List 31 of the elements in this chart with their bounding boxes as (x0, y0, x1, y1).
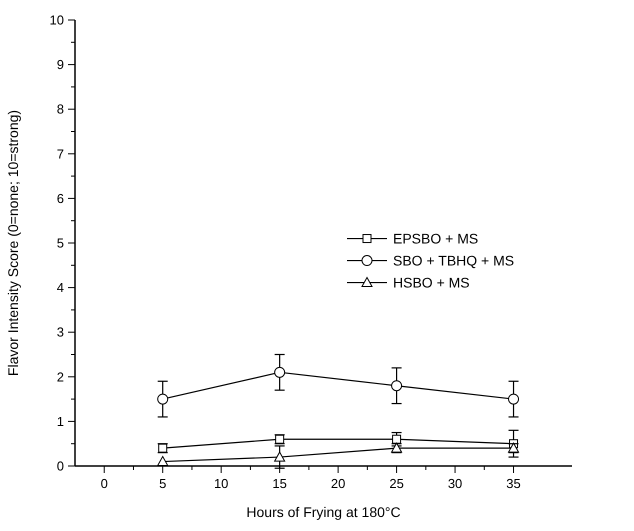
y-axis-title: Flavor Intensity Score (0=none; 10=strong) (5, 110, 21, 376)
y-tick-label: 2 (56, 369, 64, 384)
y-tick-label: 3 (56, 324, 64, 340)
x-tick-label: 30 (448, 476, 462, 491)
legend-label: SBO + TBHQ + MS (393, 252, 514, 269)
point (274, 452, 286, 462)
x-tick-label: 15 (272, 476, 287, 491)
x-tick-label: 0 (100, 476, 108, 491)
x-tick-label: 5 (159, 476, 166, 491)
y-tick-label: 4 (56, 280, 64, 296)
y-tick-label: 9 (56, 57, 64, 72)
y-tick-label: 1 (56, 414, 64, 429)
y-tick-label: 0 (56, 458, 64, 474)
y-tick-label: 10 (50, 12, 64, 28)
x-tick-label: 20 (330, 476, 346, 491)
legend-label: HSBO + MS (393, 274, 470, 291)
point (508, 394, 520, 405)
point (157, 394, 168, 405)
point (157, 456, 168, 466)
x-tick-label: 25 (389, 476, 404, 491)
y-tick-label: 8 (56, 102, 64, 117)
x-tick-label: 10 (214, 476, 228, 491)
point (274, 366, 286, 378)
y-tick-label: 7 (56, 146, 64, 162)
point (391, 380, 402, 392)
x-axis-title: Hours of Frying at 180°C (246, 504, 401, 520)
x-tick-label: 35 (506, 476, 521, 491)
y-tick-label: 5 (56, 236, 64, 250)
point (392, 434, 402, 444)
y-tick-label: 6 (56, 190, 64, 206)
legend-label: EPSBO + MS (393, 230, 478, 247)
